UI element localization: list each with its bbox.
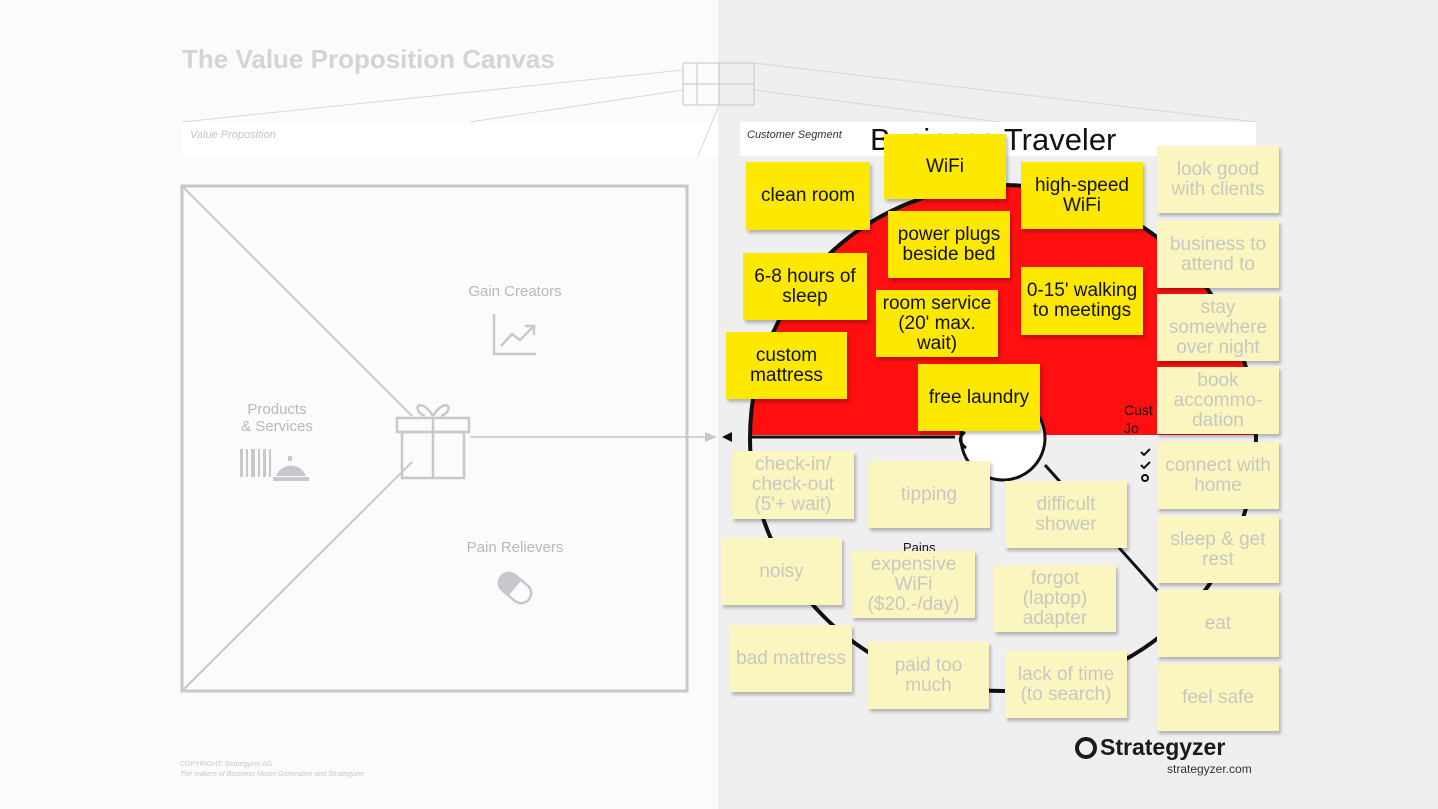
job-sticky[interactable]: connect with home: [1157, 442, 1279, 509]
pain-sticky[interactable]: tipping: [868, 461, 990, 528]
copyright-line: The makers of Business Model Generation …: [180, 771, 365, 778]
gain-sticky[interactable]: WiFi: [884, 134, 1006, 199]
fit-arrow-head-dark: [722, 432, 732, 442]
value-map-square: [180, 184, 705, 693]
canvas-title: The Value Proposition Canvas: [182, 44, 555, 74]
job-sticky[interactable]: sleep & get rest: [1157, 516, 1279, 583]
customer-segment-label: Customer Segment: [747, 129, 842, 141]
gift-icon: [395, 403, 471, 480]
checklist-icon: [1140, 448, 1151, 482]
gain-creators-label: Gain Creators: [468, 283, 562, 300]
gain-sticky[interactable]: room service (20' max. wait): [876, 290, 998, 357]
gain-sticky[interactable]: power plugs beside bed: [888, 211, 1010, 278]
pain-sticky[interactable]: check-in/ check-out (5'+ wait): [732, 451, 854, 519]
gain-sticky[interactable]: high-speed WiFi: [1021, 162, 1143, 229]
copyright-line: COPYRIGHT: Strategyzer AG: [180, 761, 273, 768]
job-sticky[interactable]: book accommo-dation: [1157, 367, 1279, 434]
value-proposition-label: Value Proposition: [190, 129, 276, 141]
gain-sticky[interactable]: 0-15' walking to meetings: [1021, 267, 1143, 335]
pain-sticky[interactable]: forgot (laptop) adapter: [994, 565, 1116, 632]
job-sticky[interactable]: business to attend to: [1157, 221, 1279, 288]
canvas-thumbnail-icon: [682, 62, 755, 106]
pain-relievers-label: Pain Relievers: [466, 539, 564, 556]
brand-url[interactable]: strategyzer.com: [1167, 762, 1252, 776]
fit-arrow-head: [705, 432, 717, 442]
gain-sticky[interactable]: 6-8 hours of sleep: [743, 253, 867, 320]
gain-sticky[interactable]: custom mattress: [726, 332, 847, 399]
strategyzer-logo: Strategyzer: [1075, 734, 1225, 761]
service-bell-icon: [273, 456, 309, 481]
customer-jobs-label: Cust Jo: [1124, 402, 1153, 436]
job-sticky[interactable]: feel safe: [1157, 664, 1279, 731]
value-proposition-header: [182, 122, 718, 156]
job-sticky[interactable]: eat: [1157, 590, 1279, 657]
strategyzer-logo-icon: [1075, 736, 1097, 759]
products-services-label: Products & Services: [241, 401, 313, 435]
brand-name: Strategyzer: [1100, 734, 1226, 760]
pill-icon: [497, 571, 533, 605]
job-sticky[interactable]: look good with clients: [1157, 146, 1279, 213]
chart-icon: [492, 314, 536, 356]
gains-area: [750, 185, 1256, 435]
pain-sticky[interactable]: bad mattress: [730, 625, 852, 692]
copyright-notice: COPYRIGHT: Strategyzer AG The makers of …: [180, 760, 364, 780]
gain-sticky[interactable]: clean room: [746, 162, 870, 230]
pain-sticky[interactable]: paid too much: [868, 642, 989, 709]
job-sticky[interactable]: stay somewhere over night: [1157, 294, 1279, 361]
pain-sticky[interactable]: difficult shower: [1005, 481, 1127, 548]
projection-lines: [181, 62, 1257, 157]
gain-sticky[interactable]: free laundry: [918, 364, 1040, 431]
pain-sticky[interactable]: lack of time (to search): [1005, 651, 1127, 718]
pain-sticky[interactable]: noisy: [721, 538, 842, 605]
barcode-icon: [240, 449, 271, 477]
pain-sticky[interactable]: expensive WiFi ($20.-/day): [852, 551, 975, 618]
